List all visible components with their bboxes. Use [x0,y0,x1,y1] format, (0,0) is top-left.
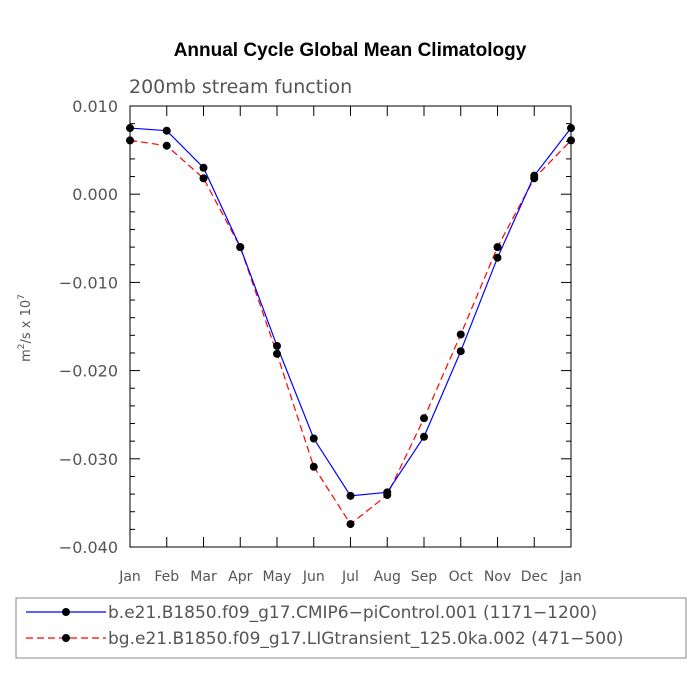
y-tick-label: −0.010 [59,273,118,292]
x-tick-label: Feb [154,569,179,585]
y-tick-label: 0.010 [72,97,118,116]
data-point [199,174,208,183]
x-tick-label: Dec [521,569,548,585]
series-line [129,139,572,525]
data-point [162,126,171,135]
series-layer [126,124,575,529]
x-tick-label: Sep [411,569,438,585]
y-tick-label: 0.000 [72,185,118,204]
data-point [273,349,281,358]
data-point [309,462,318,471]
data-point [567,124,575,133]
y-axis: 0.010 0.000 −0.010 −0.020 −0.030 −0.040 [59,97,571,557]
x-axis: Jan Feb Mar Apr May Jun Jul Aug Sep Oct Nov Dec Jan [118,106,582,585]
data-point [456,347,465,356]
data-point [456,330,465,339]
data-point [199,163,208,172]
x-tick-label: Nov [484,569,511,585]
legend-box [15,597,687,659]
y-tick-label: −0.030 [59,450,118,469]
x-tick-label: Jul [341,569,359,585]
data-point [383,490,392,499]
data-point [346,491,355,500]
legend-marker [62,608,70,616]
data-point [530,174,539,183]
data-point [346,520,355,529]
x-tick-label: Mar [190,569,217,585]
x-tick-label: Jan [118,569,141,585]
data-point [567,136,575,145]
chart-subtitle: 200mb stream function [129,76,352,98]
legend-label: bg.e21.B1850.f09_g17.LIGtransient_125.0k… [108,629,624,649]
minor-ticks [130,123,571,530]
data-point [420,432,428,441]
data-point [236,243,245,252]
y-tick-label: −0.020 [59,362,118,381]
x-tick-label: Apr [228,569,252,585]
x-tick-label: Oct [449,569,474,585]
data-point [126,136,134,145]
legend-marker [62,634,70,642]
data-point [309,434,318,443]
x-tick-label: Jun [302,569,325,585]
y-tick-label: −0.040 [59,538,118,557]
legend: b.e21.B1850.f09_g17.CMIP6−piControl.001 … [26,603,624,649]
chart-title: Annual Cycle Global Mean Climatology [174,40,527,61]
series-line [129,127,572,497]
legend-label: b.e21.B1850.f09_g17.CMIP6−piControl.001 … [108,603,597,623]
data-point [162,141,171,150]
x-tick-label: Aug [374,569,401,585]
data-point [420,414,428,423]
data-point [273,341,281,350]
y-axis-label: m2/s x 107 [17,294,34,362]
data-point [493,243,502,252]
plot-area-frame [129,105,572,548]
x-tick-label: May [263,569,292,585]
data-point [126,124,134,133]
x-tick-label: Jan [559,569,582,585]
data-point [493,253,502,262]
